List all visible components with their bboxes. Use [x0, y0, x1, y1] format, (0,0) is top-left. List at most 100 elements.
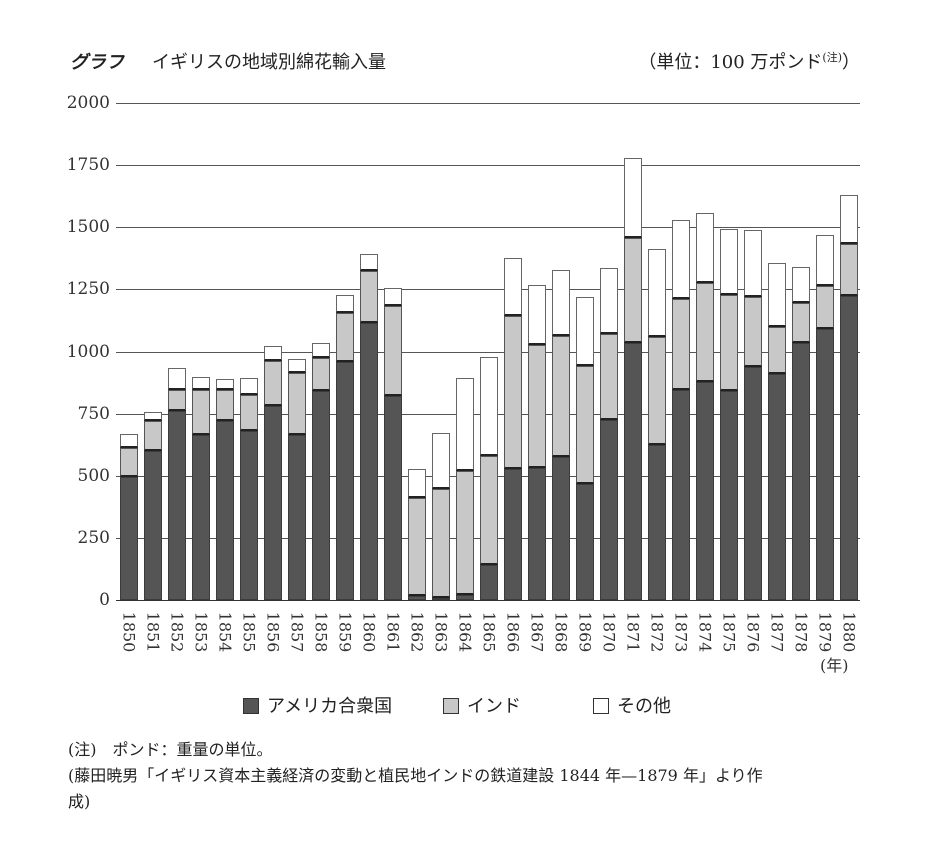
bar-1873	[672, 220, 690, 600]
segment-india	[216, 390, 234, 422]
segment-usa	[432, 597, 450, 600]
unit-label: （単位：100 万ポンド(注)）	[638, 51, 860, 73]
segment-india	[720, 295, 738, 392]
segment-other	[216, 379, 234, 391]
segment-usa	[408, 595, 426, 600]
segment-other	[408, 469, 426, 499]
legend-item-india: インド	[443, 692, 521, 718]
segment-india	[696, 283, 714, 383]
x-tick-label: 1856	[263, 611, 283, 653]
x-tick-label: 1862	[407, 611, 427, 653]
segment-india	[768, 327, 786, 375]
segment-usa	[288, 435, 306, 600]
x-tick-label: 1859	[335, 611, 355, 653]
x-tick-label: 1875	[719, 611, 739, 653]
y-tick-label: 500	[77, 465, 110, 486]
segment-india	[456, 471, 474, 596]
segment-other	[624, 158, 642, 239]
segment-india	[504, 316, 522, 470]
bar-1876	[744, 230, 762, 600]
bar-1851	[144, 412, 162, 600]
segment-usa	[552, 457, 570, 600]
segment-usa	[792, 343, 810, 600]
bar-1872	[648, 249, 666, 600]
segment-usa	[840, 296, 858, 600]
segment-usa	[456, 595, 474, 600]
x-tick-label: 1850	[119, 611, 139, 653]
segment-other	[552, 270, 570, 337]
segment-usa	[816, 329, 834, 600]
x-axis-unit: (年)	[820, 656, 849, 675]
x-tick-label: 1860	[359, 611, 379, 653]
bar-1869	[576, 297, 594, 600]
segment-other	[504, 257, 522, 317]
india-swatch-icon	[443, 698, 459, 714]
segment-usa	[624, 343, 642, 600]
bar-1862	[408, 469, 426, 600]
segment-india	[240, 395, 258, 432]
segment-other	[312, 343, 330, 359]
segment-other	[600, 267, 618, 334]
segment-india	[840, 244, 858, 297]
bar-1857	[288, 359, 306, 600]
segment-other	[192, 377, 210, 391]
segment-usa	[672, 390, 690, 600]
segment-other	[840, 195, 858, 245]
gridline-1750	[116, 165, 860, 167]
usa-swatch-icon	[243, 698, 259, 714]
segment-india	[816, 286, 834, 330]
bar-1858	[312, 343, 330, 600]
chart-header: グラフ イギリスの地域別綿花輸入量 （単位：100 万ポンド(注)）	[70, 48, 860, 74]
bar-1868	[552, 270, 570, 600]
figure-label: グラフ	[70, 52, 124, 73]
segment-india	[600, 333, 618, 421]
x-tick-label: 1872	[647, 611, 667, 653]
segment-usa	[576, 483, 594, 600]
bar-1850	[120, 434, 138, 600]
segment-india	[576, 366, 594, 484]
segment-india	[168, 389, 186, 412]
chart-plot-area: 0 250 500 750 1000 1250 1500 1750 2000 1850 1851 18…	[66, 94, 860, 653]
bar-1878	[792, 267, 810, 600]
segment-usa	[720, 391, 738, 600]
source-line-1: (藤田暁男「イギリス資本主義経済の変動と植民地インドの鉄道建設 1844 年—1…	[68, 766, 763, 785]
gridline-1250	[116, 289, 860, 291]
segment-usa	[600, 420, 618, 600]
segment-other	[480, 357, 498, 457]
segment-other	[288, 359, 306, 374]
segment-other	[720, 229, 738, 296]
x-tick-label: 1863	[431, 611, 451, 653]
segment-other	[240, 378, 258, 396]
bar-1870	[600, 267, 618, 600]
bar-1854	[216, 379, 234, 600]
segment-india	[120, 448, 138, 478]
segment-india	[264, 361, 282, 407]
segment-india	[312, 358, 330, 392]
segment-other	[144, 412, 162, 422]
segment-india	[528, 345, 546, 468]
x-tick-label: 1874	[695, 611, 715, 653]
x-tick-label: 1876	[743, 611, 763, 653]
segment-usa	[264, 406, 282, 600]
segment-india	[360, 271, 378, 324]
source-line-2: 成)	[68, 792, 91, 811]
bar-1853	[192, 377, 210, 600]
footnotes: (注) ポンド：重量の単位。 (藤田暁男「イギリス資本主義経済の変動と植民地イン…	[68, 737, 868, 815]
segment-usa	[480, 564, 498, 600]
x-tick-label: 1855	[239, 611, 259, 653]
segment-usa	[144, 451, 162, 600]
segment-usa	[744, 367, 762, 600]
y-tick-label: 1250	[66, 279, 110, 300]
segment-other	[264, 346, 282, 362]
x-tick-label: 1867	[527, 611, 547, 653]
bar-1865	[480, 357, 498, 600]
bar-1864	[456, 378, 474, 600]
x-tick-label: 1871	[623, 611, 643, 653]
y-tick-label: 1500	[66, 217, 110, 238]
x-tick-label: 1877	[767, 611, 787, 653]
segment-india	[672, 299, 690, 391]
x-tick-label: 1878	[791, 611, 811, 653]
segment-other	[648, 249, 666, 338]
bar-1861	[384, 288, 402, 600]
x-tick-label: 1853	[191, 611, 211, 653]
